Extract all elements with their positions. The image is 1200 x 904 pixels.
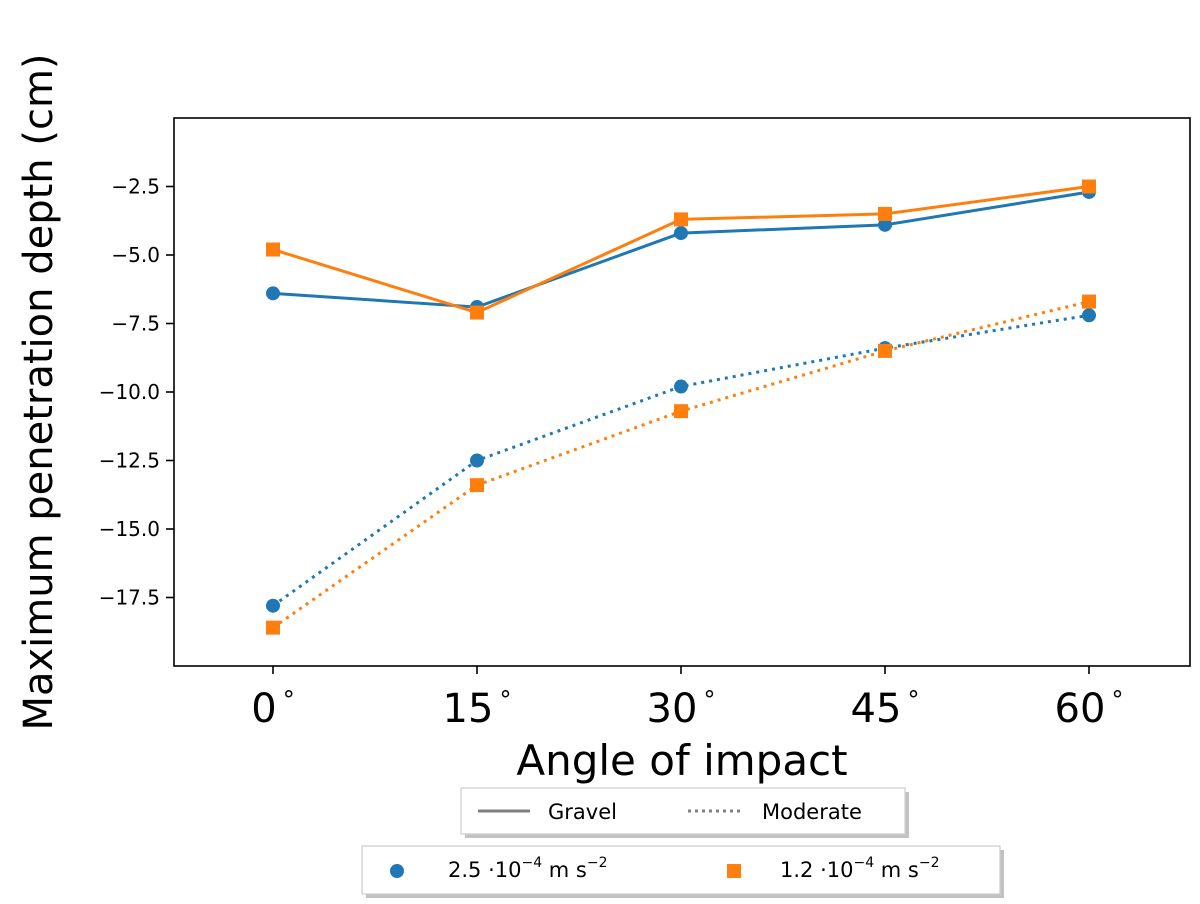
- x-tick-label: 0 °: [251, 686, 294, 732]
- data-point: [1082, 294, 1096, 309]
- x-axis-label: Angle of impact: [516, 736, 847, 785]
- data-point: [470, 453, 484, 468]
- y-axis-ticks: −17.5 −15.0 −12.5 −10.0 −7.5 −5.0 −2.5: [99, 175, 174, 610]
- y-tick-label: −10.0: [99, 380, 160, 404]
- legend-gravity-high-label: 2.5 ·10−4 m s−2: [448, 855, 608, 882]
- data-point: [674, 379, 688, 394]
- x-tick-label: 30 °: [647, 686, 716, 732]
- data-point: [266, 620, 280, 635]
- legend-gravel-label: Gravel: [548, 800, 617, 824]
- x-axis-ticks: 0 ° 15 ° 30 ° 45 ° 60 °: [251, 666, 1123, 732]
- data-point: [674, 404, 688, 419]
- y-tick-label: −12.5: [99, 449, 160, 473]
- x-tick-label: 15 °: [443, 686, 512, 732]
- y-tick-label: −15.0: [99, 517, 160, 541]
- x-tick-label: 45 °: [851, 686, 920, 732]
- data-point: [674, 212, 688, 227]
- data-point: [266, 598, 280, 613]
- legend-moderate-label: Moderate: [762, 800, 862, 824]
- data-point: [674, 226, 688, 241]
- x-tick-label: 60 °: [1055, 686, 1124, 732]
- legend-linestyle: Gravel Moderate: [460, 787, 909, 838]
- data-point: [266, 286, 280, 301]
- data-point: [878, 343, 892, 358]
- legend-gravity-low-marker: [727, 864, 741, 878]
- data-point: [878, 206, 892, 221]
- data-point: [470, 305, 484, 320]
- y-tick-label: −5.0: [111, 243, 160, 267]
- y-tick-label: −2.5: [111, 175, 160, 199]
- data-point: [1082, 308, 1096, 323]
- data-point: [470, 478, 484, 493]
- legend-gravity-low-label: 1.2 ·10−4 m s−2: [780, 855, 940, 882]
- legend-gravity-high-marker: [390, 864, 404, 878]
- legend-gravity: 2.5 ·10−4 m s−2 1.2 ·10−4 m s−2: [361, 845, 1004, 898]
- data-point: [1082, 179, 1096, 194]
- data-point: [878, 217, 892, 232]
- y-tick-label: −17.5: [99, 586, 160, 610]
- y-axis-label: Maximum penetration depth (cm): [16, 53, 62, 730]
- data-point: [266, 242, 280, 257]
- y-tick-label: −7.5: [111, 312, 160, 336]
- data-series: [266, 179, 1096, 635]
